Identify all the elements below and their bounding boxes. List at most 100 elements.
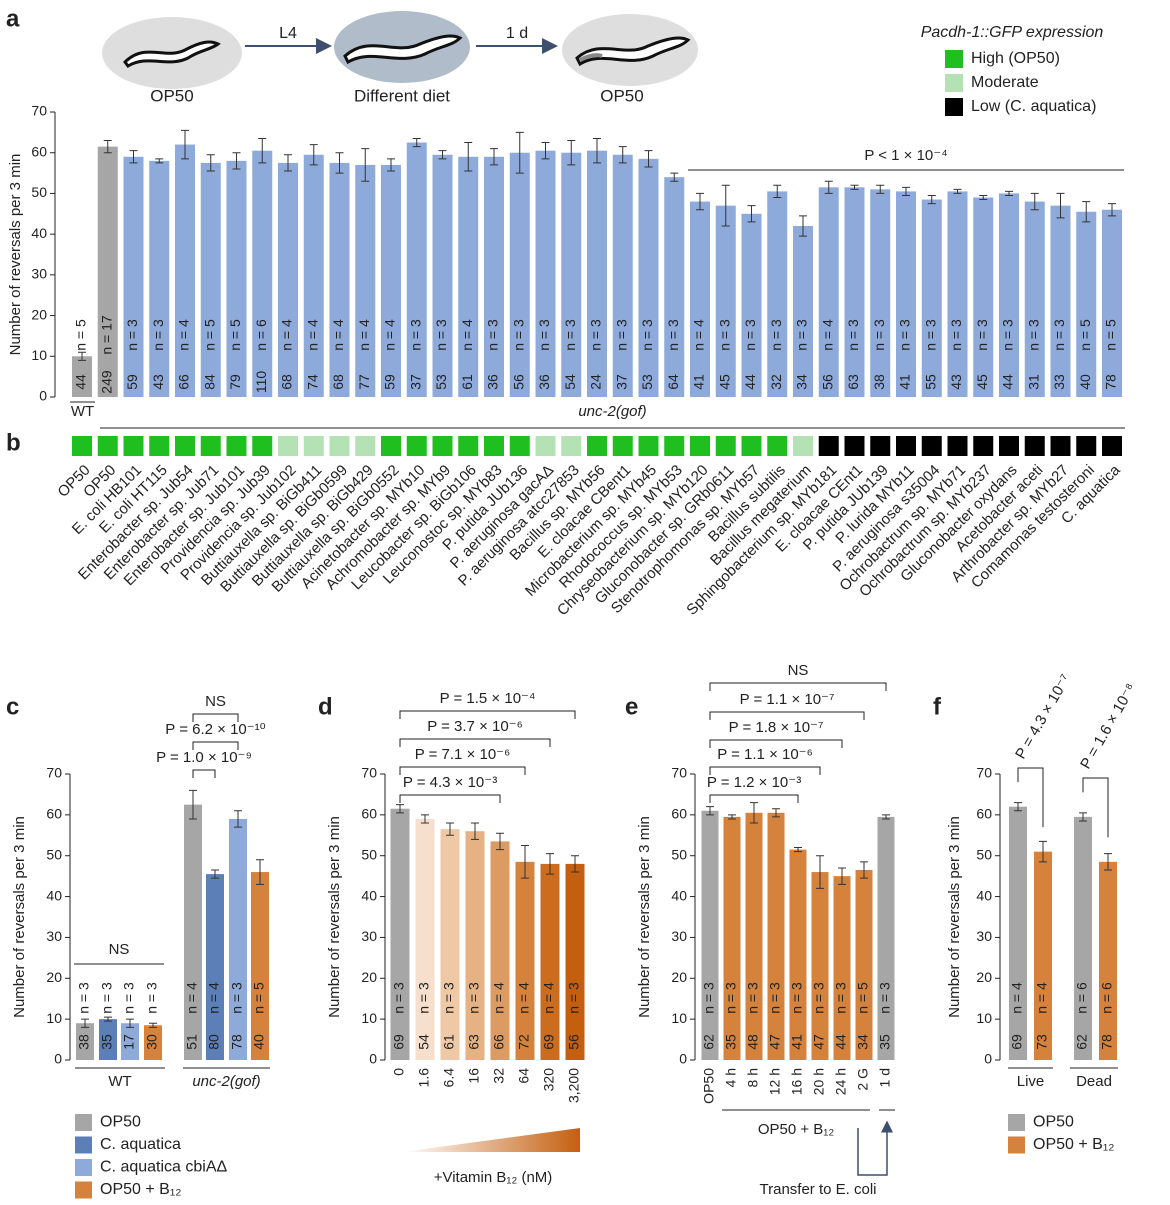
n-label: n = 4 — [279, 319, 295, 351]
x-tick-label: 0 — [391, 1068, 407, 1076]
count-label: 36 — [536, 374, 552, 390]
n-label: n = 4 — [176, 319, 192, 351]
n-label: n = 3 — [639, 319, 655, 351]
expression-box — [612, 436, 633, 456]
count-label: 40 — [1077, 374, 1093, 390]
n-label: n = 4 — [819, 319, 835, 351]
bar — [509, 152, 530, 397]
x-tick-label: 1 d — [877, 1068, 893, 1087]
n-label: n = 4 — [184, 982, 200, 1014]
n-label: n = 4 — [304, 319, 320, 351]
n-label: n = 5 — [251, 982, 267, 1014]
count-label: 34 — [855, 1034, 871, 1050]
bar — [921, 199, 942, 397]
concentration-wedge — [402, 1128, 580, 1152]
error-bar — [256, 859, 264, 885]
y-tick-label: 0 — [369, 1051, 377, 1067]
count-label: 34 — [794, 374, 810, 390]
legend-swatch — [75, 1136, 92, 1154]
bar — [690, 201, 710, 397]
error-bar — [232, 152, 241, 170]
n-label: n = 3 — [562, 319, 578, 351]
bar — [947, 191, 968, 397]
bar — [1099, 861, 1117, 1060]
legend-label: OP50 + B₁₂ — [100, 1181, 181, 1198]
expression-box — [587, 436, 607, 456]
bar — [811, 872, 829, 1060]
count-label: 38 — [76, 1034, 92, 1050]
x-tick-label: 20 h — [811, 1068, 827, 1095]
y-tick-label: 40 — [46, 887, 62, 903]
worm — [343, 34, 463, 65]
n-label: n = 3 — [845, 319, 861, 351]
x-tick-label: 16 — [466, 1068, 482, 1084]
legend-title: Pacdh-1::GFP expression — [921, 24, 1104, 41]
significance-label: P = 1.2 × 10⁻³ — [707, 774, 801, 791]
legend-label: Low (C. aquatica) — [971, 98, 1096, 115]
count-label: 32 — [768, 374, 784, 390]
error-bar — [206, 154, 215, 172]
n-label: n = 17 — [98, 315, 114, 355]
legend-label: OP50 — [1033, 1114, 1074, 1131]
n-label: n = 4 — [541, 982, 557, 1014]
bar — [432, 154, 453, 397]
n-label: n = 3 — [833, 982, 849, 1014]
error-bar — [284, 154, 292, 172]
bar — [767, 812, 785, 1060]
bar — [855, 870, 873, 1060]
n-label: n = 3 — [150, 319, 166, 351]
n-label: n = 4 — [1009, 982, 1025, 1014]
y-tick-label: 50 — [31, 184, 47, 200]
count-label: 17 — [121, 1034, 137, 1050]
n-label: n = 3 — [811, 982, 827, 1014]
y-tick-label: 40 — [671, 887, 687, 903]
y-tick-label: 10 — [361, 1010, 377, 1026]
n-label: n = 3 — [871, 319, 887, 351]
n-label: n = 3 — [121, 982, 137, 1014]
count-label: 44 — [73, 374, 89, 390]
y-tick-label: 30 — [361, 928, 377, 944]
bar — [329, 162, 350, 397]
y-tick-label: 60 — [976, 806, 992, 822]
error-bar — [103, 140, 112, 154]
error-bar — [816, 855, 824, 889]
y-tick-label: 60 — [671, 806, 687, 822]
error-bar — [129, 150, 138, 164]
expression-box — [1050, 436, 1071, 456]
bar — [72, 356, 92, 397]
significance-label: P = 1.6 × 10⁻⁸ — [1077, 681, 1140, 772]
error-bar — [234, 810, 242, 828]
panel-label: a — [6, 5, 20, 32]
significance-label: P = 3.7 × 10⁻⁶ — [427, 718, 523, 735]
y-tick-label: 20 — [31, 306, 47, 322]
y-tick-label: 40 — [31, 225, 47, 241]
y-tick-label: 50 — [46, 846, 62, 862]
worm — [123, 40, 221, 68]
error-bar — [335, 152, 344, 174]
error-bar — [490, 148, 498, 166]
n-label: n = 3 — [1000, 319, 1016, 351]
error-bar — [1030, 192, 1039, 211]
count-label: 51 — [184, 1034, 200, 1050]
expression-box — [741, 436, 762, 456]
bar — [999, 193, 1019, 397]
error-bar — [309, 144, 318, 166]
error-bar — [1108, 203, 1116, 217]
y-axis-label: Number of reversals per 3 min — [7, 154, 24, 356]
bar — [896, 191, 916, 397]
count-label: 36 — [485, 374, 501, 390]
count-label: 47 — [811, 1034, 827, 1050]
n-label: n = 3 — [701, 982, 717, 1014]
bar — [877, 816, 895, 1060]
significance-label: P = 4.3 × 10⁻⁷ — [1012, 671, 1074, 762]
bar — [833, 876, 851, 1060]
n-label: n = 3 — [441, 982, 457, 1014]
significance-label: P = 1.1 × 10⁻⁷ — [740, 691, 835, 708]
error-bar — [546, 853, 554, 875]
bar — [565, 863, 585, 1060]
count-label: 44 — [1000, 374, 1016, 390]
y-tick-label: 20 — [361, 969, 377, 985]
n-label: n = 3 — [1051, 319, 1067, 351]
y-tick-label: 20 — [976, 969, 992, 985]
error-bar — [876, 184, 885, 194]
